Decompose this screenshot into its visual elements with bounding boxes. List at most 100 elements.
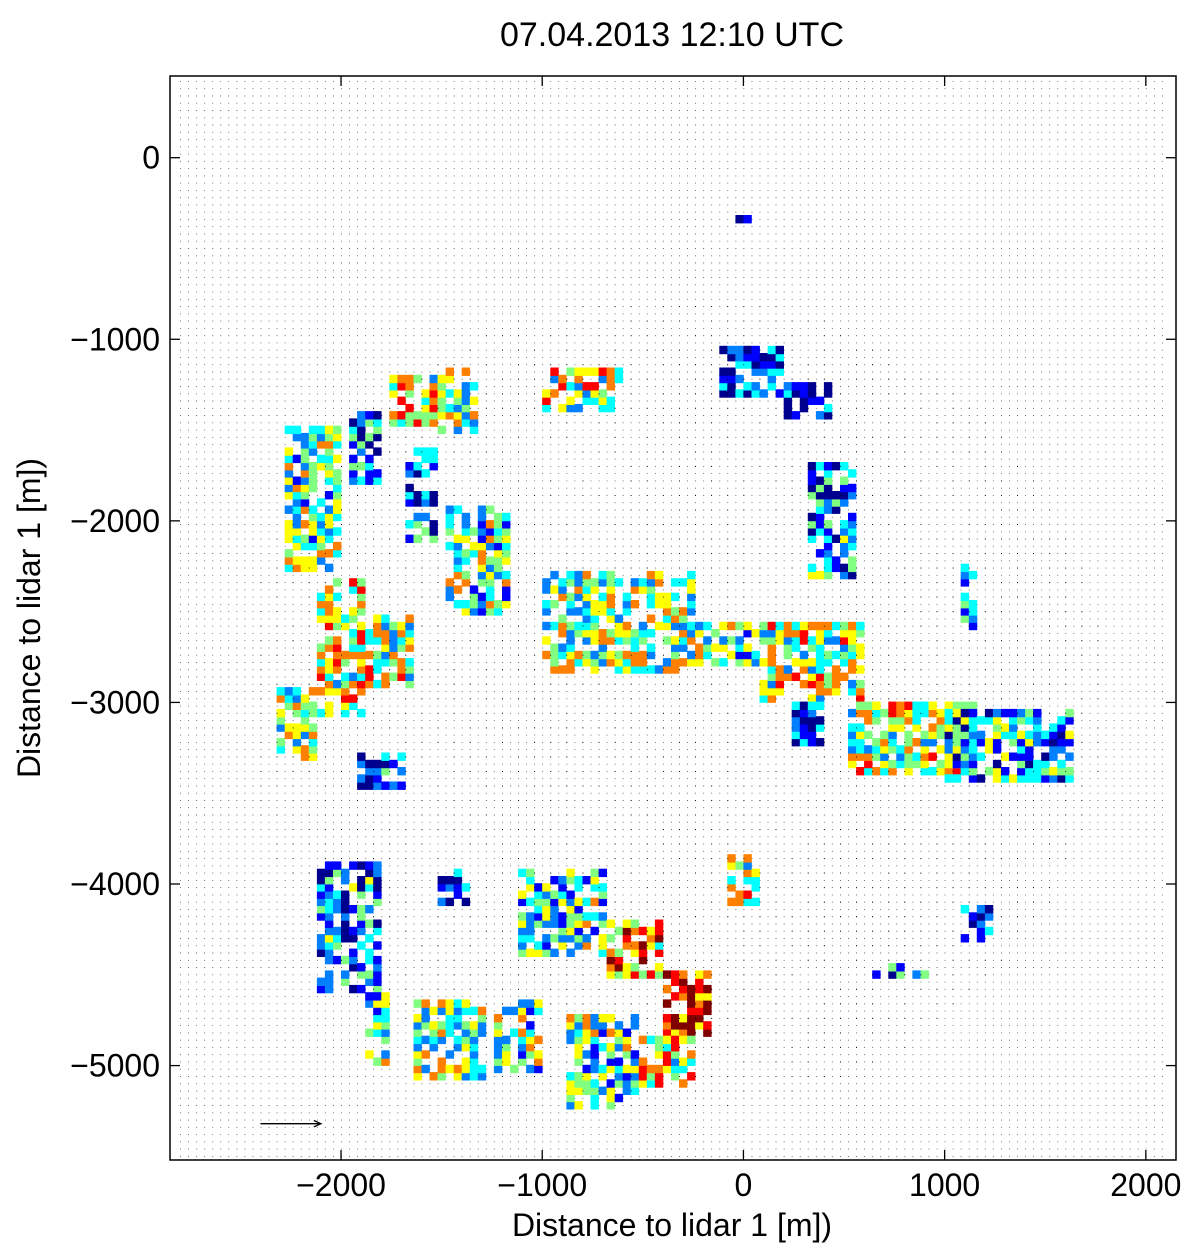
intensity-cell xyxy=(840,629,849,638)
intensity-cell xyxy=(687,621,696,631)
intensity-cell xyxy=(823,650,833,660)
intensity-cell xyxy=(952,738,962,747)
intensity-cell xyxy=(542,600,551,609)
intensity-cell xyxy=(727,883,736,892)
intensity-cell xyxy=(1049,745,1058,754)
intensity-cell xyxy=(493,563,503,573)
intensity-cell xyxy=(477,1006,487,1016)
intensity-cell xyxy=(679,621,688,631)
intensity-cell xyxy=(671,658,680,667)
intensity-cell xyxy=(437,1028,446,1037)
intensity-cell xyxy=(349,955,358,965)
intensity-cell xyxy=(671,1050,680,1059)
intensity-cell xyxy=(888,716,897,725)
intensity-cell xyxy=(590,926,599,936)
intensity-cell xyxy=(405,469,414,478)
intensity-cell xyxy=(316,941,326,950)
intensity-cell xyxy=(606,970,615,979)
intensity-cell xyxy=(333,512,342,522)
intensity-cell xyxy=(308,541,318,551)
intensity-cell xyxy=(333,549,342,558)
intensity-cell xyxy=(341,970,350,979)
intensity-cell xyxy=(357,941,366,950)
intensity-cell xyxy=(284,447,294,456)
intensity-cell xyxy=(622,1064,632,1074)
intensity-cell xyxy=(896,745,905,754)
intensity-cell xyxy=(767,694,776,703)
intensity-cell xyxy=(365,955,374,965)
intensity-cell xyxy=(566,650,575,660)
intensity-cell xyxy=(598,897,607,907)
intensity-cell xyxy=(308,563,318,573)
intensity-cell xyxy=(485,520,495,529)
intensity-cell xyxy=(654,1079,664,1088)
intensity-cell xyxy=(349,636,358,645)
intensity-cell xyxy=(679,1064,688,1074)
intensity-cell xyxy=(695,1006,704,1016)
intensity-cell xyxy=(695,621,704,631)
intensity-cell xyxy=(992,708,1002,718)
intensity-cell xyxy=(727,861,736,870)
intensity-cell xyxy=(590,1086,599,1095)
intensity-cell xyxy=(743,389,752,398)
intensity-cell xyxy=(831,687,841,696)
intensity-cell xyxy=(1065,767,1074,776)
intensity-cell xyxy=(397,396,406,405)
intensity-cell xyxy=(638,1072,648,1081)
intensity-cell xyxy=(316,672,326,681)
intensity-cell xyxy=(703,1028,712,1037)
intensity-cell xyxy=(324,905,334,914)
intensity-cell xyxy=(614,367,624,376)
intensity-cell xyxy=(324,861,334,870)
intensity-cell xyxy=(550,389,559,398)
intensity-cell xyxy=(598,629,607,638)
intensity-cell xyxy=(574,883,583,892)
intensity-cell xyxy=(300,534,310,543)
intensity-cell xyxy=(936,767,945,776)
intensity-cell xyxy=(920,738,929,747)
intensity-cell xyxy=(349,462,358,471)
intensity-cell xyxy=(888,745,897,754)
intensity-cell xyxy=(960,592,970,602)
intensity-cell xyxy=(574,1079,583,1088)
intensity-cell xyxy=(703,650,712,660)
intensity-cell xyxy=(485,563,495,573)
intensity-cell xyxy=(333,498,342,507)
intensity-cell xyxy=(453,389,463,398)
intensity-cell xyxy=(840,520,849,529)
intensity-cell xyxy=(671,1043,680,1052)
intensity-cell xyxy=(413,374,422,384)
intensity-cell xyxy=(493,1028,503,1037)
intensity-cell xyxy=(630,665,640,674)
intensity-cell xyxy=(429,527,438,536)
intensity-cell xyxy=(606,382,615,391)
intensity-cell xyxy=(848,534,857,543)
intensity-cell xyxy=(542,897,551,907)
intensity-cell xyxy=(815,629,825,638)
intensity-cell xyxy=(831,505,841,514)
intensity-cell xyxy=(373,1021,382,1030)
intensity-cell xyxy=(646,665,656,674)
intensity-cell xyxy=(1009,730,1018,740)
intensity-cell xyxy=(904,701,913,710)
intensity-cell xyxy=(534,905,543,914)
intensity-cell xyxy=(542,578,551,587)
intensity-cell xyxy=(590,607,599,616)
intensity-cell xyxy=(751,883,760,892)
intensity-cell xyxy=(373,868,382,878)
intensity-cell xyxy=(582,658,591,667)
intensity-cell xyxy=(453,1006,463,1016)
intensity-cell xyxy=(292,454,302,464)
intensity-cell xyxy=(880,759,889,769)
intensity-cell xyxy=(727,650,736,660)
intensity-cell xyxy=(606,948,615,957)
intensity-cell xyxy=(872,738,881,747)
intensity-cell xyxy=(469,1028,479,1037)
intensity-cell xyxy=(807,483,817,493)
intensity-cell xyxy=(461,1028,471,1037)
intensity-cell xyxy=(743,890,752,899)
intensity-cell xyxy=(630,948,640,957)
intensity-cell xyxy=(558,585,567,594)
intensity-cell xyxy=(324,970,334,979)
intensity-cell xyxy=(485,534,495,543)
